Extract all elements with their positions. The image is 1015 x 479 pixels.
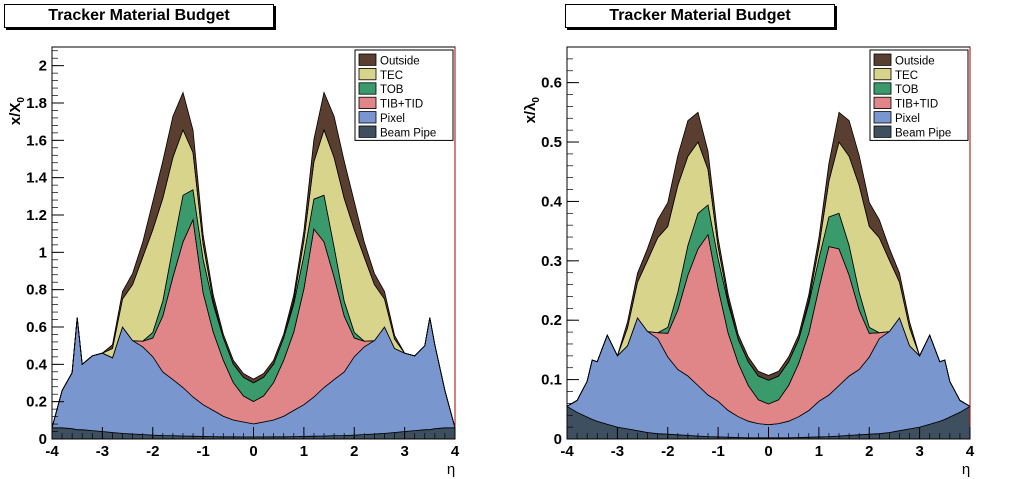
legend-label: Outside (380, 55, 420, 67)
y-tick-label: 0.4 (26, 356, 48, 373)
legend-swatch (873, 68, 892, 81)
legend-swatch (873, 96, 892, 109)
legend-label: TIB+TID (380, 99, 423, 111)
chart-panel-right: 0 0.1 0.2 0.3 0.4 0.5 0.6 -4 -3 -2 -1 0 1 2 3 4 η x/λ0 Out… (515, 0, 1015, 479)
x-tick-label: -4 (45, 443, 59, 460)
x-tick-label: -3 (611, 443, 624, 460)
legend-label: Outside (895, 55, 935, 67)
legend-label: TEC (895, 70, 918, 82)
chart-right-svg: 0 0.1 0.2 0.3 0.4 0.5 0.6 -4 -3 -2 -1 0 1 2 3 4η x/λ0 Out… (522, 46, 975, 478)
y-tick-label: 0.6 (541, 75, 562, 92)
legend-swatch (358, 82, 377, 95)
x-tick-label: 0 (764, 443, 772, 460)
x-tick-label: 2 (350, 443, 358, 460)
x-tick-label: -1 (711, 443, 724, 460)
x-tick-label: 2 (865, 443, 873, 460)
legend-swatch (358, 68, 377, 81)
y-tick-label: 0.3 (541, 253, 562, 270)
x-tick-label: 4 (451, 443, 460, 460)
x-tick-label: 0 (249, 443, 257, 460)
y-tick-label: 0.4 (541, 193, 563, 210)
y-axis-label: x/X0 (7, 97, 27, 126)
x-tick-label: -1 (196, 443, 209, 460)
chart-panel-left: 0 0.2 0.4 0.6 0.8 1 1.2 1.4 1.6 1.8 2 -4 -3 -2 -1 0 1 2 3 4… (0, 0, 500, 479)
y-tick-label: 1 (39, 244, 47, 261)
x-tick-label: -3 (96, 443, 109, 460)
x-tick-label: 3 (400, 443, 408, 460)
legend-label: Pixel (895, 113, 920, 125)
y-axis-label: x/λ0 (522, 97, 542, 124)
legend-swatch (358, 53, 377, 66)
legend-label: TOB (380, 84, 404, 96)
legend-label: TOB (895, 84, 919, 96)
y-tick-label: 0.5 (541, 134, 562, 151)
legend-label: TIB+TID (895, 99, 938, 111)
x-tick-label: 4 (966, 443, 975, 460)
y-tick-label: 0 (554, 431, 562, 448)
chart-left-svg: 0 0.2 0.4 0.6 0.8 1 1.2 1.4 1.6 1.8 2 -4 -3 -2 -1 0 1 2 3 4… (7, 46, 460, 478)
x-tick-label: 3 (915, 443, 923, 460)
y-tick-label: 1.6 (26, 132, 47, 149)
legend-swatch (358, 111, 377, 124)
y-tick-label: 0.1 (541, 372, 562, 389)
y-tick-label: 0.2 (26, 394, 47, 411)
x-axis-label: η (447, 461, 455, 478)
x-tick-label: -2 (661, 443, 674, 460)
x-tick-label: 1 (300, 443, 308, 460)
legend-label: Pixel (380, 113, 405, 125)
legend-swatch (873, 125, 892, 138)
y-tick-label: 0.2 (541, 312, 562, 329)
chart-title: Tracker Material Budget (4, 4, 274, 28)
y-tick-label: 0 (39, 431, 47, 448)
y-tick-label: 0.8 (26, 282, 47, 299)
y-tick-label: 1.2 (26, 207, 47, 224)
legend-label: Beam Pipe (895, 127, 951, 139)
y-tick-label: 1.8 (26, 95, 47, 112)
x-tick-label: -2 (146, 443, 159, 460)
legend-label: TEC (380, 70, 403, 82)
x-axis-label: η (962, 461, 970, 478)
legend-swatch (873, 82, 892, 95)
y-tick-label: 1.4 (26, 170, 48, 187)
legend-label: Beam Pipe (380, 127, 436, 139)
legend-swatch (873, 111, 892, 124)
x-tick-label: -4 (560, 443, 574, 460)
y-tick-label: 2 (39, 58, 47, 75)
legend-swatch (873, 53, 892, 66)
legend-swatch (358, 125, 377, 138)
legend-swatch (358, 96, 377, 109)
x-tick-label: 1 (815, 443, 823, 460)
y-tick-label: 0.6 (26, 319, 47, 336)
chart-title: Tracker Material Budget (565, 4, 835, 28)
